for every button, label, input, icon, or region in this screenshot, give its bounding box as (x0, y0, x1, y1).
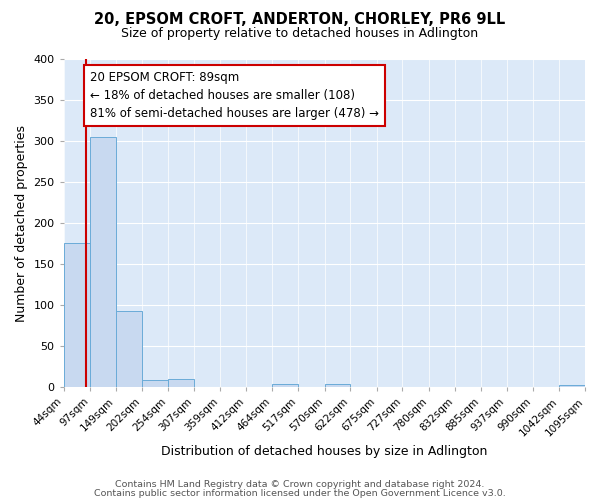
Bar (90, 137, 116, 387)
Bar (272, 384, 298, 387)
Bar (325, 384, 350, 387)
Text: 20 EPSOM CROFT: 89sqm
← 18% of detached houses are smaller (108)
81% of semi-det: 20 EPSOM CROFT: 89sqm ← 18% of detached … (90, 72, 379, 120)
Text: 20, EPSOM CROFT, ANDERTON, CHORLEY, PR6 9LL: 20, EPSOM CROFT, ANDERTON, CHORLEY, PR6 … (94, 12, 506, 28)
Y-axis label: Number of detached properties: Number of detached properties (15, 124, 28, 322)
Bar (559, 384, 585, 387)
X-axis label: Distribution of detached houses by size in Adlington: Distribution of detached houses by size … (161, 444, 488, 458)
Bar (168, 379, 194, 387)
Bar (142, 380, 168, 387)
Text: Size of property relative to detached houses in Adlington: Size of property relative to detached ho… (121, 28, 479, 40)
Bar (64, 242, 90, 387)
Text: Contains public sector information licensed under the Open Government Licence v3: Contains public sector information licen… (94, 488, 506, 498)
Text: Contains HM Land Registry data © Crown copyright and database right 2024.: Contains HM Land Registry data © Crown c… (115, 480, 485, 489)
Bar (116, 311, 142, 387)
